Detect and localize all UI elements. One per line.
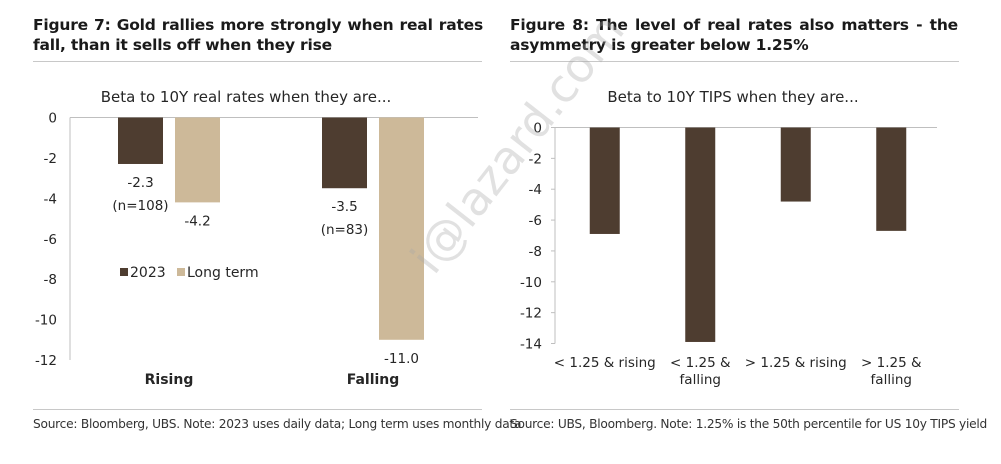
figure-7-title-rule [33, 61, 482, 62]
bar-1 [589, 127, 620, 234]
x-category-label: > 1.25 & [861, 355, 922, 371]
y-tick-label: -6 [44, 232, 57, 248]
y-tick-label: -6 [529, 213, 542, 229]
y-tick-label: -8 [44, 272, 57, 288]
y-tick-label: 0 [48, 111, 57, 127]
bar-4 [876, 127, 907, 231]
figure-7-title: Figure 7: Gold rallies more strongly whe… [33, 16, 483, 54]
y-tick-label: -14 [520, 337, 542, 353]
sample-size-label: (n=108) [112, 198, 168, 214]
figure-8-source: Source: UBS, Bloomberg. Note: 1.25% is t… [510, 417, 988, 431]
bar-2 [685, 127, 716, 342]
x-category-label: > 1.25 & rising [745, 355, 847, 371]
chart-title: Beta to 10Y real rates when they are... [101, 88, 392, 106]
chart-title: Beta to 10Y TIPS when they are... [607, 88, 858, 106]
legend-swatch-2023 [120, 268, 128, 276]
y-tick-label: -8 [529, 244, 542, 260]
x-category-label: Rising [145, 372, 194, 388]
data-label: -3.5 [331, 199, 357, 215]
data-label: -4.2 [184, 213, 210, 229]
legend-label: Long term [187, 265, 259, 281]
bar-3 [780, 127, 811, 202]
bar-long-term-rising [175, 117, 220, 203]
figure-7-source-rule [33, 409, 482, 410]
sample-size-label: (n=83) [321, 222, 369, 238]
y-tick-label: -10 [35, 313, 57, 329]
legend-label: 2023 [130, 265, 166, 281]
bar-2023-falling [322, 117, 367, 189]
chart-gold-beta-tips: Beta to 10Y TIPS when they are... 0 -2 -4 -6… [520, 88, 937, 388]
y-tick-label: -4 [44, 191, 57, 207]
chart-gold-beta-real-rates: Beta to 10Y real rates when they are... 0… [35, 88, 478, 388]
x-category-label: < 1.25 & [670, 355, 731, 371]
x-category-label: falling [871, 372, 912, 388]
figure-8-source-rule [510, 409, 959, 410]
bar-long-term-falling [379, 117, 424, 340]
y-tick-label: -10 [520, 275, 542, 291]
y-tick-label: -2 [44, 151, 57, 167]
x-category-label: < 1.25 & rising [554, 355, 656, 371]
data-label: -11.0 [384, 351, 419, 367]
figure-8-title: Figure 8: The level of real rates also m… [510, 16, 958, 54]
y-tick-label: -12 [520, 306, 542, 322]
x-category-label: falling [680, 372, 721, 388]
figure-8-title-rule [510, 61, 959, 62]
bar-2023-rising [118, 117, 163, 164]
y-tick-label: 0 [533, 121, 542, 137]
figure-7-source: Source: Bloomberg, UBS. Note: 2023 uses … [33, 417, 522, 431]
legend-swatch-long-term [177, 268, 185, 276]
y-tick-label: -12 [35, 353, 57, 369]
data-label: -2.3 [127, 175, 153, 191]
x-category-label: Falling [347, 372, 400, 388]
y-tick-label: -2 [529, 151, 542, 167]
y-tick-label: -4 [529, 182, 542, 198]
